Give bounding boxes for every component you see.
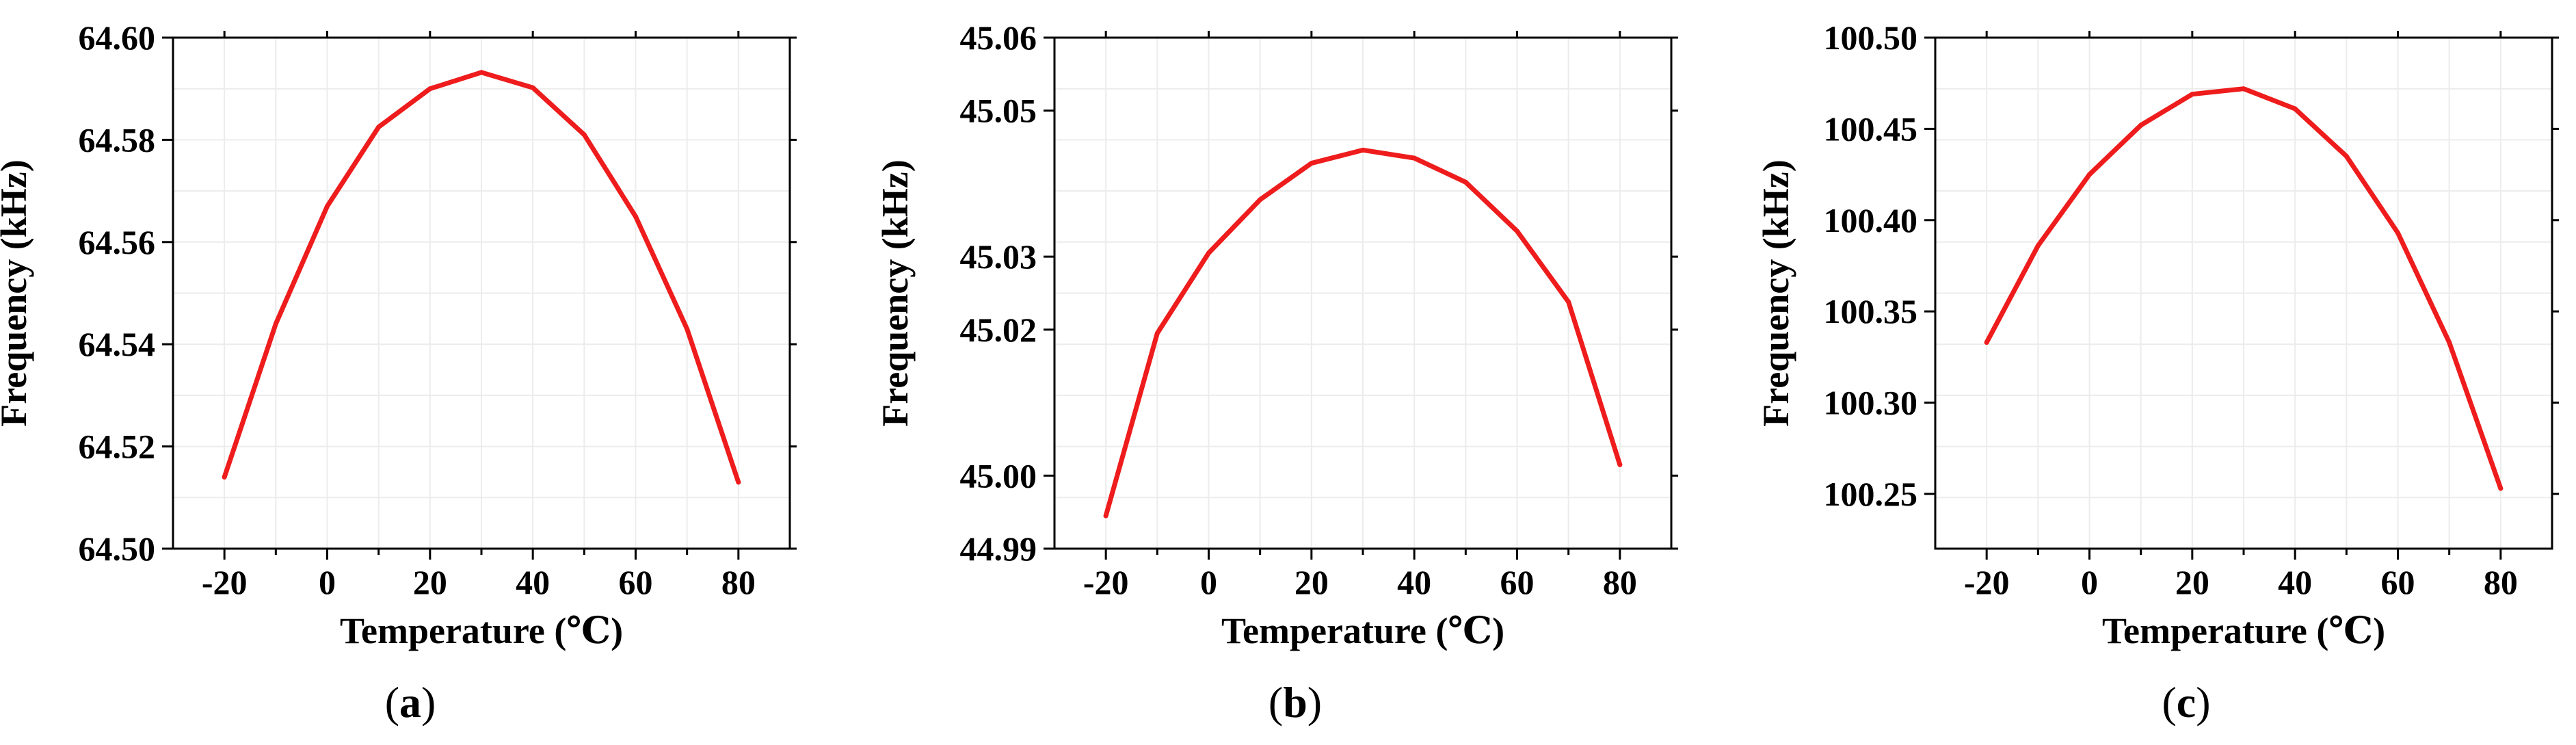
data-point <box>325 204 330 209</box>
y-axis-title: Frequency (kHz) <box>1755 159 1796 426</box>
data-point <box>1463 179 1468 185</box>
data-point <box>222 474 227 480</box>
data-point <box>1258 197 1263 202</box>
x-tick-label: 20 <box>413 563 447 601</box>
y-tick-label: 100.45 <box>1824 109 1918 148</box>
x-axis-title: Temperature (℃) <box>2102 610 2385 651</box>
x-tick-label: 0 <box>1200 563 1217 601</box>
y-tick-label: 45.06 <box>960 18 1037 57</box>
x-tick-label: 60 <box>619 563 653 601</box>
x-tick-label: 0 <box>319 563 336 601</box>
panel-label: (a) <box>385 678 436 727</box>
data-point <box>2292 106 2298 112</box>
data-point <box>1154 330 1160 336</box>
data-point <box>2138 122 2144 128</box>
x-tick-label: -20 <box>1964 563 2010 601</box>
y-tick-label: 100.40 <box>1824 201 1918 239</box>
y-axis-title: Frequency (kHz) <box>0 159 34 426</box>
data-point <box>2087 172 2092 177</box>
y-tick-label: 100.25 <box>1824 475 1918 513</box>
x-tick-label: 0 <box>2081 563 2098 601</box>
y-tick-label: 64.50 <box>79 530 156 568</box>
data-point <box>1360 147 1366 153</box>
x-tick-label: 80 <box>721 563 756 601</box>
y-tick-label: 64.58 <box>79 120 156 159</box>
data-point <box>581 132 587 138</box>
y-tick-label: 44.99 <box>960 530 1037 568</box>
y-tick-label: 45.00 <box>960 456 1037 495</box>
y-tick-label: 64.56 <box>79 223 156 261</box>
y-axis-title: Frequency (kHz) <box>875 159 916 426</box>
x-tick-label: 60 <box>2381 563 2415 601</box>
chart-panel-a: -20 0 20 40 60 80 64.50 64.52 64.54 64.56 64.58 64.… <box>0 18 797 727</box>
data-point <box>2035 243 2041 248</box>
x-tick-label: 40 <box>516 563 550 601</box>
data-point <box>2498 486 2504 491</box>
data-point <box>479 70 484 75</box>
data-point <box>1103 513 1108 519</box>
data-point <box>633 213 638 219</box>
data-point <box>376 125 382 130</box>
chart-panel-b: -20 0 20 40 60 80 44.99 45.00 45.02 45.03 45.05 45.… <box>875 18 1678 727</box>
x-tick-label: 20 <box>1294 563 1329 601</box>
data-point <box>2241 86 2246 92</box>
y-tick-label: 64.52 <box>79 428 156 466</box>
data-point <box>2343 153 2349 159</box>
data-point <box>685 326 690 332</box>
y-tick-label: 100.50 <box>1824 18 1918 57</box>
data-point <box>1411 155 1417 161</box>
data-point <box>1617 462 1623 467</box>
x-tick-label: -20 <box>202 563 248 601</box>
data-point <box>1566 299 1571 304</box>
data-point <box>2447 340 2452 345</box>
y-tick-label: 100.35 <box>1824 292 1918 330</box>
x-tick-label: 60 <box>1500 563 1535 601</box>
data-point <box>427 86 433 92</box>
data-point <box>273 321 278 326</box>
panel-label: (b) <box>1269 678 1322 727</box>
x-axis-title: Temperature (℃) <box>1221 610 1504 651</box>
data-point <box>530 85 535 90</box>
data-point <box>1206 250 1211 256</box>
chart-panel-c: -20 0 20 40 60 80 100.25 100.30 100.35 100.40 100.… <box>1755 18 2559 727</box>
x-tick-label: -20 <box>1083 563 1129 601</box>
x-tick-label: 40 <box>2278 563 2312 601</box>
y-tick-label: 100.30 <box>1824 384 1918 422</box>
data-point <box>1309 161 1314 166</box>
y-tick-label: 45.02 <box>960 311 1037 349</box>
data-point <box>2190 92 2195 97</box>
x-tick-label: 80 <box>1603 563 1637 601</box>
y-tick-label: 64.60 <box>79 18 156 57</box>
data-point <box>1515 228 1519 234</box>
x-axis-title: Temperature (℃) <box>340 610 623 651</box>
y-tick-label: 64.54 <box>79 325 156 363</box>
y-tick-label: 45.03 <box>960 237 1037 276</box>
x-tick-label: 20 <box>2175 563 2209 601</box>
x-tick-label: 80 <box>2484 563 2518 601</box>
y-tick-label: 45.05 <box>960 92 1037 130</box>
data-point <box>736 480 741 485</box>
x-tick-label: 40 <box>1397 563 1431 601</box>
panel-label: (c) <box>2162 678 2210 727</box>
data-point <box>2395 230 2400 235</box>
data-point <box>1984 340 1989 345</box>
